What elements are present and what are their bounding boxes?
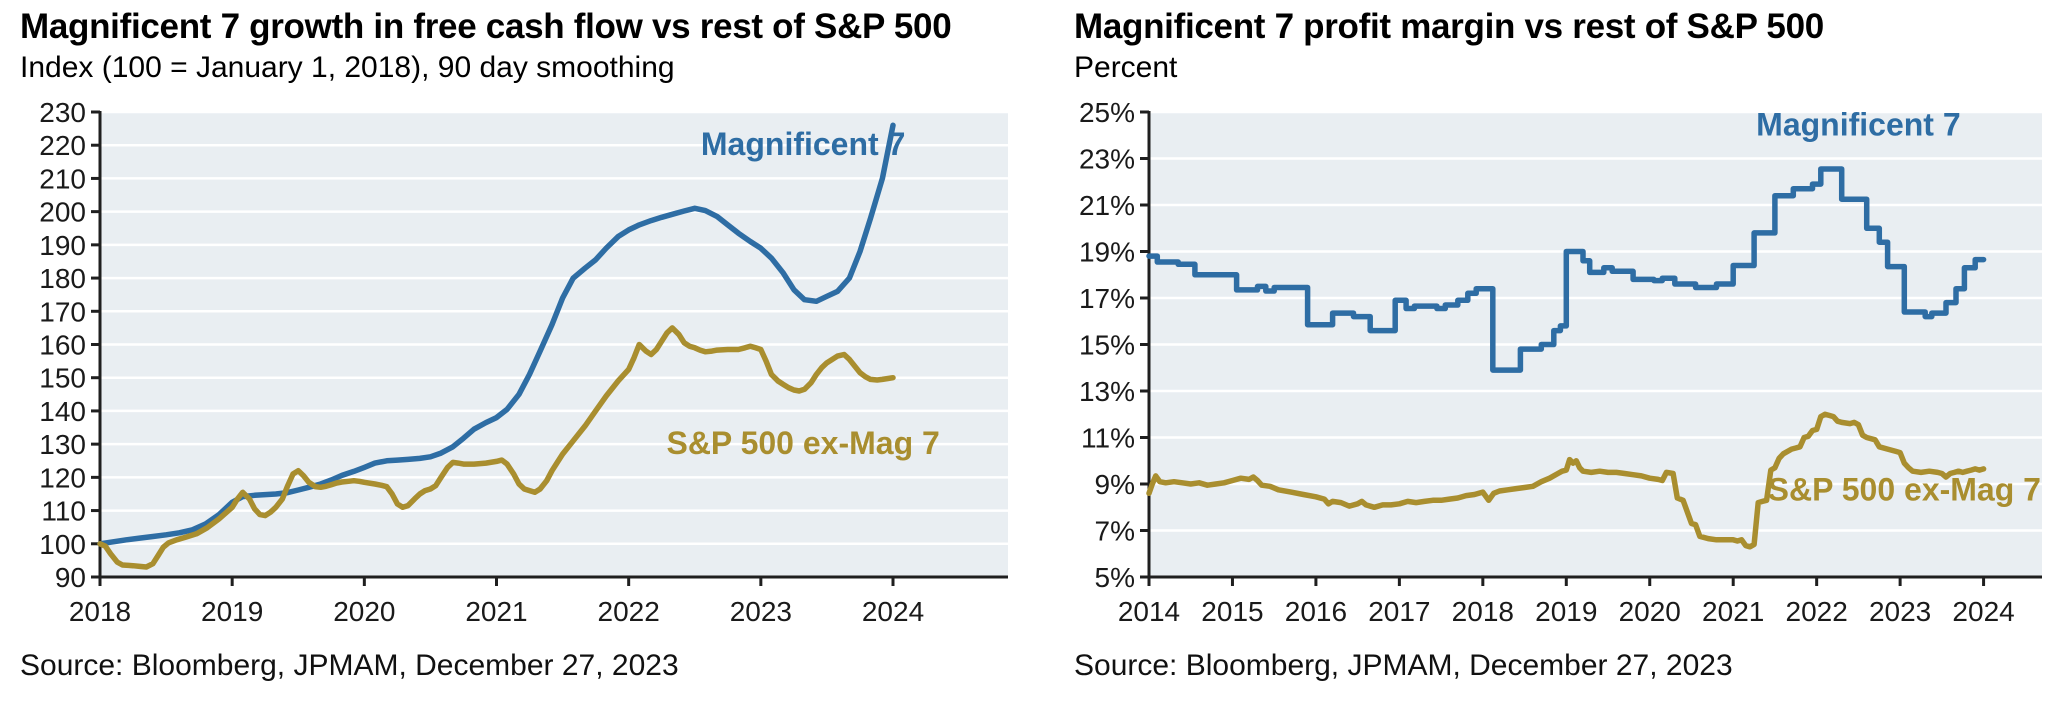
x-tick-label: 2017 [1368, 596, 1430, 627]
chart-panel-fcf-growth: Magnificent 7 growth in free cash flow v… [20, 6, 1012, 683]
y-tick-label: 25% [1079, 97, 1135, 128]
series-line-magnificent-7 [1146, 166, 1987, 373]
x-tick-label: 2021 [1702, 596, 1764, 627]
y-tick-label: 150 [39, 363, 86, 394]
series-line-magnificent-7 [97, 122, 896, 547]
series-line-s-p-500-ex-mag-7 [1146, 411, 1987, 550]
x-tick-label: 2024 [1952, 596, 2014, 627]
x-tick-label: 2022 [598, 596, 660, 627]
y-tick-label: 110 [41, 496, 86, 527]
chart-source: Source: Bloomberg, JPMAM, December 27, 2… [20, 649, 679, 682]
x-tick-label: 2019 [1535, 596, 1597, 627]
chart-panel-profit-margin: Magnificent 7 profit margin vs rest of S… [1074, 6, 2048, 683]
y-tick-label: 9% [1095, 469, 1135, 500]
x-tick-label: 2016 [1285, 596, 1347, 627]
series-label-magnificent-7: Magnificent 7 [701, 126, 905, 162]
y-tick-label: 5% [1095, 562, 1135, 593]
chart-source: Source: Bloomberg, JPMAM, December 27, 2… [1074, 649, 1733, 682]
chart-subtitle: Percent [1074, 51, 1178, 84]
series-label-s-p-500-ex-mag-7: S&P 500 ex-Mag 7 [666, 425, 939, 461]
y-tick-label: 230 [39, 97, 86, 128]
x-tick-label: 2023 [1869, 596, 1931, 627]
y-tick-label: 11% [1081, 423, 1135, 454]
fcf-growth-line-chart: 9010011012013014015016017018019020021022… [39, 97, 1008, 627]
x-tick-label: 2014 [1118, 596, 1180, 627]
y-tick-label: 130 [39, 429, 86, 460]
y-tick-label: 160 [39, 330, 86, 361]
y-tick-label: 220 [39, 130, 86, 161]
y-tick-label: 19% [1079, 237, 1135, 268]
series-label-s-p-500-ex-mag-7: S&P 500 ex-Mag 7 [1768, 471, 2041, 507]
x-tick-label: 2015 [1201, 596, 1263, 627]
x-tick-label: 2020 [1619, 596, 1681, 627]
y-tick-label: 170 [39, 296, 86, 327]
y-tick-label: 15% [1079, 330, 1135, 361]
y-tick-label: 140 [39, 396, 86, 427]
y-tick-label: 120 [39, 462, 86, 493]
y-tick-label: 190 [39, 230, 86, 261]
chart-subtitle: Index (100 = January 1, 2018), 90 day sm… [20, 51, 675, 84]
y-tick-label: 23% [1079, 144, 1135, 175]
chart-title: Magnificent 7 growth in free cash flow v… [20, 7, 952, 46]
y-tick-label: 180 [39, 263, 86, 294]
y-tick-label: 210 [39, 163, 86, 194]
series-line-s-p-500-ex-mag-7 [97, 325, 896, 570]
profit-margin-line-chart: 5% 7% 9% 11% 13% 15% 17% 19% 21% 23% 25% 2014 2015 20… [1079, 97, 2042, 627]
y-tick-label: 13% [1079, 376, 1135, 407]
x-tick-label: 2023 [730, 596, 792, 627]
y-tick-label: 21% [1079, 190, 1135, 221]
x-tick-label: 2019 [201, 596, 263, 627]
y-tick-label: 7% [1095, 516, 1135, 547]
y-tick-label: 90 [55, 562, 86, 593]
x-tick-label: 2024 [862, 596, 924, 627]
x-tick-label: 2022 [1786, 596, 1848, 627]
x-tick-label: 2021 [465, 596, 527, 627]
chart-title: Magnificent 7 profit margin vs rest of S… [1074, 7, 1824, 46]
x-tick-label: 2020 [333, 596, 395, 627]
y-tick-label: 100 [39, 529, 86, 560]
y-tick-label: 200 [39, 197, 86, 228]
x-tick-label: 2018 [69, 596, 131, 627]
series-label-magnificent-7: Magnificent 7 [1756, 106, 1960, 142]
x-tick-label: 2018 [1452, 596, 1514, 627]
y-tick-label: 17% [1079, 283, 1135, 314]
